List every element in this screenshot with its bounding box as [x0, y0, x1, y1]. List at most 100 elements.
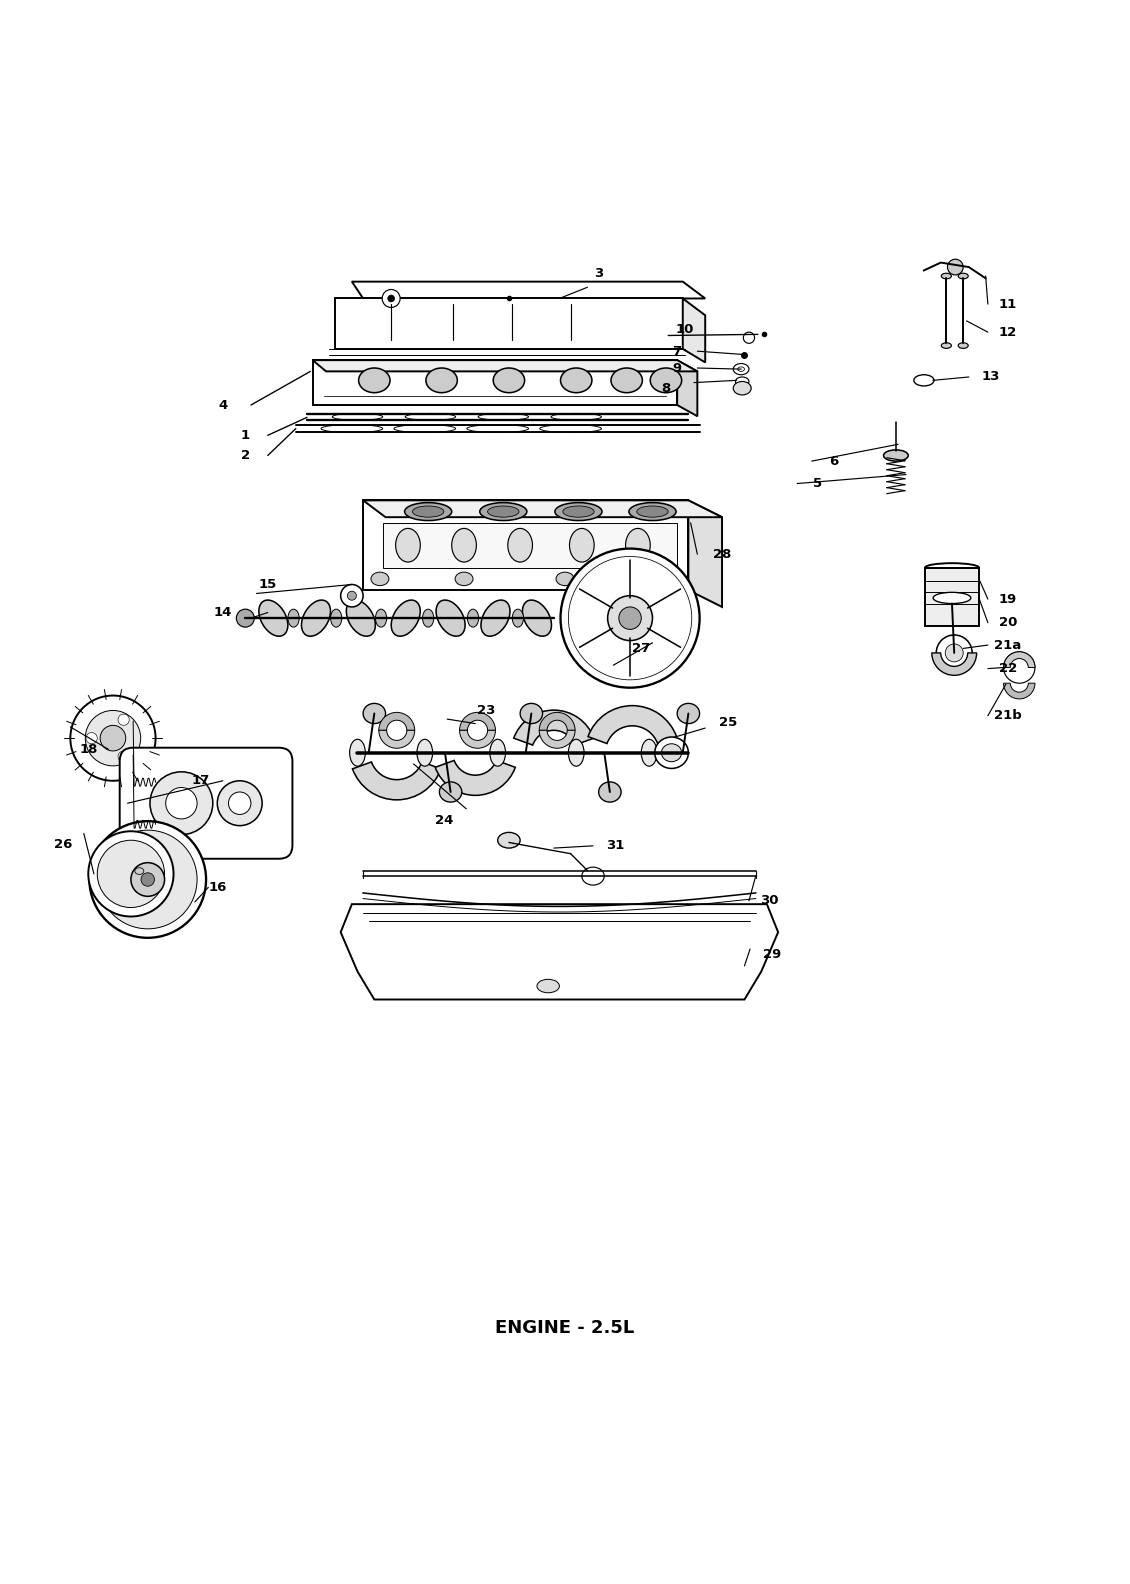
Ellipse shape [958, 272, 968, 279]
Ellipse shape [556, 572, 574, 586]
Text: 5: 5 [812, 477, 822, 489]
Polygon shape [336, 298, 683, 348]
Text: 24: 24 [435, 814, 453, 827]
Circle shape [347, 591, 356, 600]
Wedge shape [353, 762, 441, 800]
Circle shape [382, 290, 400, 307]
Circle shape [937, 635, 972, 672]
Ellipse shape [347, 600, 375, 637]
Ellipse shape [551, 413, 601, 420]
Text: 8: 8 [661, 382, 670, 394]
Circle shape [150, 771, 212, 835]
Ellipse shape [507, 529, 532, 562]
Circle shape [568, 556, 692, 680]
Ellipse shape [467, 425, 529, 432]
Ellipse shape [560, 367, 592, 393]
Ellipse shape [555, 502, 602, 521]
Circle shape [86, 732, 97, 744]
Text: 21b: 21b [994, 710, 1022, 722]
Text: 30: 30 [759, 895, 779, 908]
Circle shape [1003, 651, 1035, 683]
Text: 18: 18 [79, 743, 97, 756]
Text: 20: 20 [999, 616, 1017, 629]
Text: 13: 13 [982, 371, 1000, 383]
Ellipse shape [391, 600, 420, 637]
Ellipse shape [958, 342, 968, 348]
Ellipse shape [321, 425, 383, 432]
Ellipse shape [512, 610, 523, 627]
Polygon shape [363, 501, 688, 591]
Wedge shape [435, 760, 515, 795]
Wedge shape [1003, 651, 1035, 667]
Circle shape [85, 711, 140, 767]
Text: 3: 3 [594, 268, 603, 280]
Text: 14: 14 [214, 607, 232, 619]
Text: 7: 7 [672, 345, 681, 358]
Ellipse shape [629, 502, 676, 521]
Ellipse shape [522, 600, 551, 637]
Ellipse shape [933, 592, 971, 604]
Wedge shape [460, 713, 495, 730]
Wedge shape [514, 710, 594, 744]
Text: 31: 31 [607, 840, 625, 852]
Polygon shape [363, 501, 722, 518]
Polygon shape [683, 298, 705, 363]
Circle shape [118, 751, 129, 762]
Text: 19: 19 [999, 592, 1017, 605]
Circle shape [118, 714, 129, 725]
Ellipse shape [582, 866, 605, 885]
Polygon shape [313, 360, 697, 371]
Text: 12: 12 [999, 326, 1017, 339]
Ellipse shape [520, 703, 542, 724]
Wedge shape [460, 730, 495, 748]
FancyBboxPatch shape [120, 748, 293, 859]
Polygon shape [688, 501, 722, 607]
Ellipse shape [406, 413, 455, 420]
Circle shape [236, 610, 254, 627]
Circle shape [340, 584, 363, 607]
Ellipse shape [654, 737, 688, 768]
Circle shape [945, 645, 963, 662]
Wedge shape [539, 713, 575, 730]
Ellipse shape [884, 450, 909, 461]
Ellipse shape [405, 502, 452, 521]
Circle shape [560, 548, 699, 687]
Ellipse shape [488, 505, 519, 518]
Text: 27: 27 [632, 642, 651, 654]
Bar [925, 567, 979, 626]
Text: 16: 16 [208, 881, 226, 893]
Ellipse shape [426, 367, 458, 393]
Circle shape [89, 821, 206, 938]
Wedge shape [1003, 683, 1035, 699]
Ellipse shape [645, 572, 663, 586]
Text: 2: 2 [241, 448, 250, 463]
Circle shape [97, 840, 165, 908]
Text: 11: 11 [999, 298, 1017, 310]
Text: 17: 17 [191, 775, 209, 787]
Ellipse shape [134, 868, 144, 874]
Ellipse shape [394, 425, 455, 432]
Ellipse shape [650, 367, 681, 393]
Ellipse shape [941, 342, 951, 348]
Ellipse shape [375, 610, 386, 627]
Ellipse shape [371, 572, 389, 586]
Text: 28: 28 [713, 548, 731, 561]
Text: 1: 1 [241, 429, 250, 442]
Text: 21a: 21a [994, 638, 1022, 651]
Ellipse shape [331, 610, 341, 627]
Ellipse shape [302, 600, 330, 637]
Text: 9: 9 [672, 361, 681, 374]
Wedge shape [379, 730, 415, 748]
Ellipse shape [941, 272, 951, 279]
Ellipse shape [540, 425, 601, 432]
Circle shape [217, 781, 262, 825]
Ellipse shape [497, 832, 520, 847]
Ellipse shape [259, 600, 288, 637]
Ellipse shape [626, 529, 650, 562]
Circle shape [388, 295, 394, 303]
Polygon shape [677, 360, 697, 417]
Circle shape [101, 725, 125, 751]
Polygon shape [313, 360, 677, 406]
Ellipse shape [914, 375, 935, 386]
Ellipse shape [480, 502, 527, 521]
